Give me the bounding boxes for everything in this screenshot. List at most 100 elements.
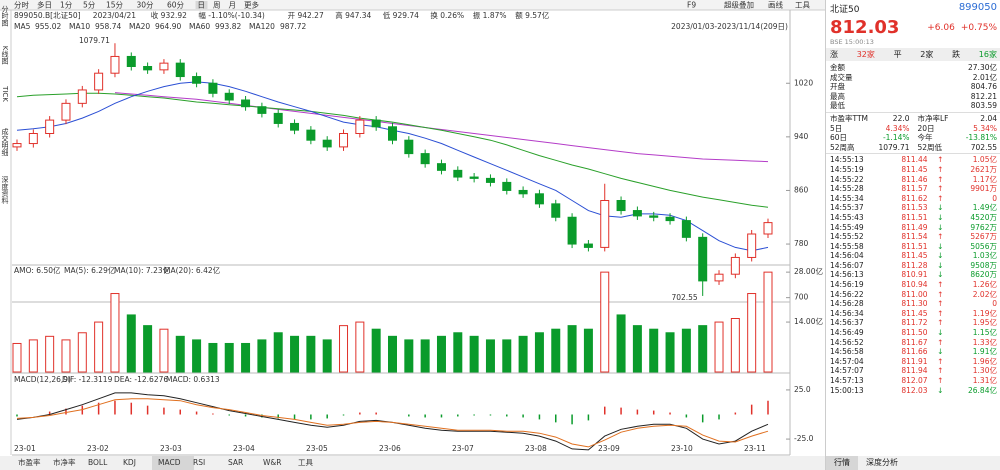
text: 811.00 — [901, 289, 928, 299]
candle-body — [45, 119, 55, 134]
side-tab[interactable]: 分时图 — [1, 5, 9, 28]
text: 803.59 — [970, 101, 997, 111]
info-item: 振 1.87% — [473, 10, 507, 20]
volume-bar — [616, 314, 626, 373]
text: ↓ — [937, 328, 944, 338]
text: 1079.71 — [878, 142, 910, 152]
candle-body — [355, 119, 365, 134]
toolbar-tab[interactable]: 15分 — [106, 1, 124, 10]
text: 5267万 — [970, 232, 997, 242]
candle-body — [583, 243, 593, 248]
info-item: 收 932.92 — [151, 10, 187, 20]
ma-name: MA10 — [69, 22, 90, 31]
text: 811.57 — [901, 184, 928, 194]
tick-row: 14:56:07 811.28 ↓ 9508万 — [826, 261, 1000, 271]
candle-body — [339, 133, 349, 148]
text: -13.81% — [965, 133, 997, 143]
toolbar-tab[interactable]: 多日 — [37, 0, 52, 10]
toolbar-tab[interactable]: 月 — [229, 1, 237, 10]
volume-bar — [436, 335, 446, 373]
toolbar-tab[interactable]: 更多 — [244, 0, 259, 10]
text: ↓ — [937, 203, 944, 213]
stat-row: 52周高 1079.71 52周低 702.55 — [826, 143, 1000, 153]
bottom-tab[interactable]: BOLL — [88, 458, 108, 467]
volume-bar — [763, 271, 773, 373]
candle-body — [616, 200, 626, 212]
text: ↑ — [937, 232, 944, 242]
text: 开盘 — [830, 82, 845, 92]
candle-body — [273, 112, 283, 124]
text: 811.51 — [901, 241, 928, 251]
candle-body — [665, 216, 675, 222]
bottom-tab[interactable]: RSI — [193, 458, 205, 467]
tick-row: 14:57:04 811.91 ↑ 1.96亿 — [826, 357, 1000, 367]
volume-bar — [241, 342, 251, 373]
text: 14:55:37 — [830, 203, 864, 213]
side-tab[interactable]: 深度资料 — [1, 175, 9, 205]
toolbar-right[interactable]: 画线 — [768, 0, 783, 10]
candle-body — [224, 92, 234, 101]
bottom-tab[interactable]: W&R — [263, 458, 281, 467]
text: 0 — [992, 299, 997, 309]
quote-row: 金额 27.30亿 — [826, 63, 1000, 73]
toolbar-tab[interactable]: 日 — [198, 1, 206, 10]
volume-bar — [28, 339, 38, 373]
candle-body — [534, 193, 544, 205]
bottom-tab[interactable]: KDJ — [123, 458, 136, 467]
volume-bar — [747, 293, 757, 373]
candle-body — [632, 210, 642, 217]
bottom-tab[interactable]: 工具 — [298, 458, 313, 467]
text: ↑ — [937, 155, 944, 165]
volume-legend: MA(20): 6.42亿 — [164, 265, 221, 275]
toolbar-tab[interactable]: 30分 — [137, 1, 155, 10]
text: 1.49亿 — [972, 203, 997, 213]
toolbar-right[interactable]: 超级叠加 — [724, 0, 754, 10]
toolbar-tab[interactable]: 1分 — [60, 1, 73, 10]
text: 1.17亿 — [972, 174, 997, 184]
text: 899050 — [958, 2, 997, 13]
x-tick-label: 23-10 — [671, 444, 693, 453]
text: 16家 — [978, 50, 997, 59]
candle-body — [110, 55, 120, 74]
side-tab[interactable]: K线图 — [1, 46, 9, 66]
text: ↓ — [937, 251, 944, 261]
bottom-tab[interactable]: 市净率 — [53, 457, 76, 467]
toolbar-tab[interactable]: 5分 — [83, 1, 96, 10]
candle-body — [714, 273, 724, 282]
x-tick-label: 23-02 — [87, 444, 109, 453]
toolbar-tab[interactable]: 60分 — [167, 1, 185, 10]
text: 811.45 — [901, 164, 928, 174]
text: 14:56:58 — [830, 347, 864, 357]
text: 702.55 — [970, 142, 997, 152]
extreme-label: 702.55 — [671, 293, 697, 302]
volume-bar — [257, 339, 267, 373]
text: ↑ — [937, 366, 944, 376]
candle-body — [600, 200, 610, 248]
bottom-tab[interactable]: SAR — [228, 458, 243, 467]
text: ↓ — [937, 222, 944, 232]
volume-bar — [110, 293, 120, 373]
text: 14:56:07 — [830, 260, 864, 270]
text: 1.33亿 — [972, 337, 997, 347]
y-tick-label: 28.00亿 — [794, 266, 823, 276]
text[interactable]: 行情 — [826, 456, 858, 470]
toolbar-right[interactable]: F9 — [687, 1, 696, 10]
ma-value: 958.74 — [95, 22, 121, 31]
side-tab[interactable]: 成交明细 — [1, 127, 9, 157]
text: 14:55:43 — [830, 212, 864, 222]
ma-line — [16, 92, 769, 208]
toolbar-tab[interactable]: 分时 — [14, 0, 29, 10]
text: 1.15亿 — [972, 328, 997, 338]
candle-body — [698, 236, 708, 282]
info-item: 2023/04/21 — [93, 11, 136, 20]
text[interactable]: 深度分析 — [866, 458, 898, 467]
candle-body — [404, 139, 414, 155]
side-tab[interactable]: TICK — [1, 85, 9, 102]
toolbar-tab[interactable]: 周 — [213, 1, 221, 10]
text: 14:55:19 — [830, 164, 864, 174]
bottom-tab[interactable]: MACD — [158, 458, 181, 467]
text: 2.02亿 — [972, 289, 997, 299]
bottom-tab[interactable]: 市盈率 — [18, 457, 41, 467]
candle-body — [175, 62, 185, 78]
toolbar-right[interactable]: 工具 — [795, 1, 810, 10]
